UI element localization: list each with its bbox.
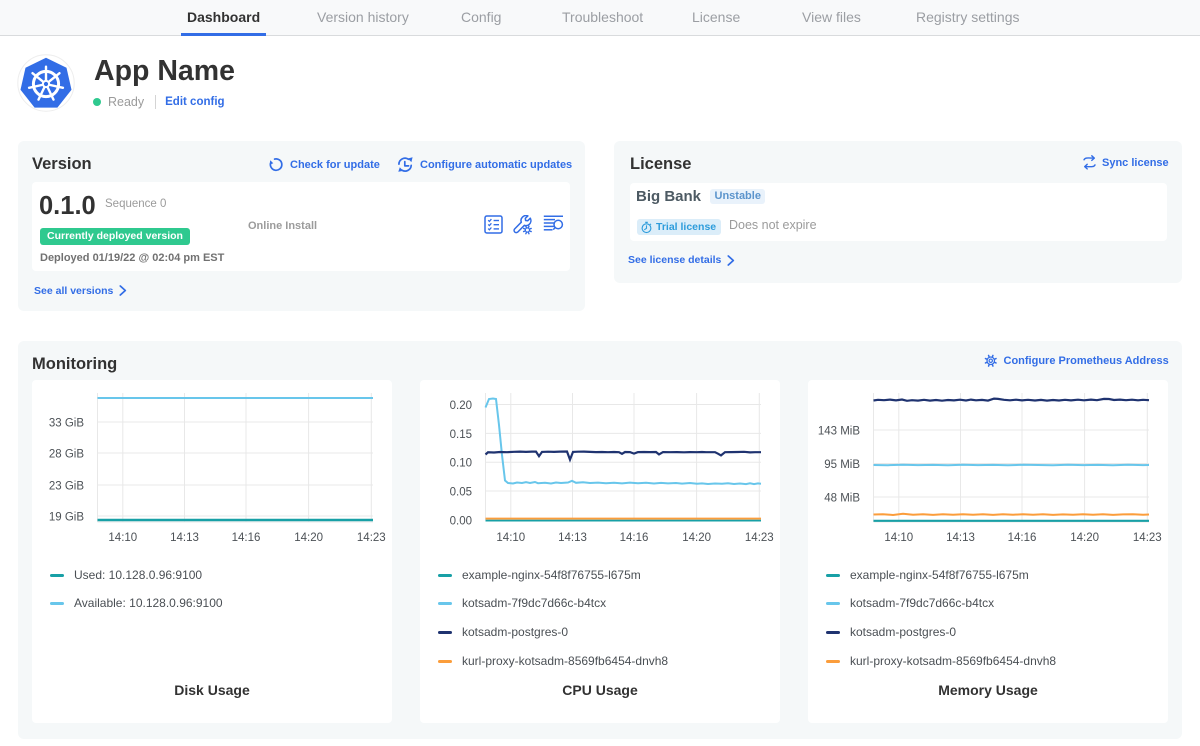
- svg-text:0.20: 0.20: [450, 400, 472, 412]
- svg-text:14:16: 14:16: [620, 532, 649, 544]
- svg-text:14:10: 14:10: [884, 532, 913, 544]
- svg-text:48 MiB: 48 MiB: [824, 493, 860, 505]
- svg-text:14:16: 14:16: [232, 532, 261, 544]
- svg-text:14:16: 14:16: [1008, 532, 1037, 544]
- svg-text:14:20: 14:20: [1070, 532, 1099, 544]
- svg-text:14:13: 14:13: [946, 532, 975, 544]
- svg-text:95 MiB: 95 MiB: [824, 459, 860, 471]
- svg-text:14:13: 14:13: [170, 532, 199, 544]
- svg-text:0.10: 0.10: [450, 458, 472, 470]
- svg-text:0.15: 0.15: [450, 429, 472, 441]
- svg-text:14:20: 14:20: [682, 532, 711, 544]
- svg-text:0.00: 0.00: [450, 516, 472, 528]
- svg-text:28 GiB: 28 GiB: [49, 449, 84, 461]
- svg-text:143 MiB: 143 MiB: [818, 426, 861, 438]
- svg-text:14:23: 14:23: [357, 532, 386, 544]
- svg-text:14:20: 14:20: [294, 532, 323, 544]
- svg-text:33 GiB: 33 GiB: [49, 418, 84, 430]
- svg-text:14:23: 14:23: [745, 532, 774, 544]
- svg-text:14:10: 14:10: [108, 532, 137, 544]
- svg-text:0.05: 0.05: [450, 487, 472, 499]
- svg-text:19 GiB: 19 GiB: [49, 512, 84, 524]
- svg-text:14:23: 14:23: [1133, 532, 1162, 544]
- svg-text:14:10: 14:10: [496, 532, 525, 544]
- svg-text:23 GiB: 23 GiB: [49, 481, 84, 493]
- svg-text:14:13: 14:13: [558, 532, 587, 544]
